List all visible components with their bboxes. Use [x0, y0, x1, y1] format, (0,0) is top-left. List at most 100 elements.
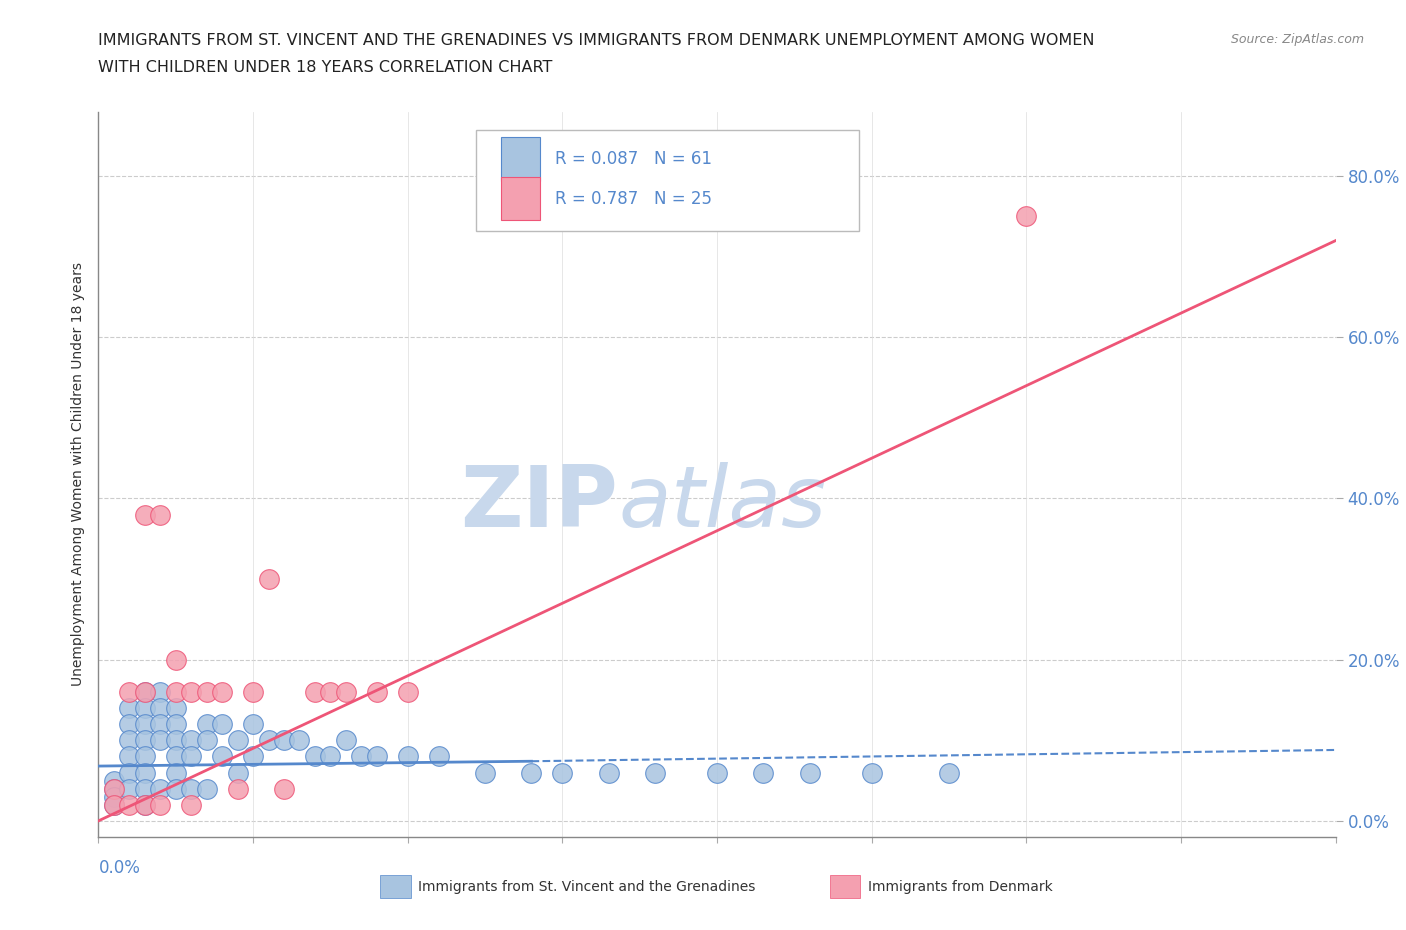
Point	[134, 684, 156, 699]
Point	[103, 797, 125, 812]
Text: atlas: atlas	[619, 462, 827, 545]
Point	[180, 684, 202, 699]
Point	[134, 700, 156, 715]
Point	[165, 765, 187, 780]
Point	[226, 781, 249, 796]
Text: WITH CHILDREN UNDER 18 YEARS CORRELATION CHART: WITH CHILDREN UNDER 18 YEARS CORRELATION…	[98, 60, 553, 75]
Point	[257, 733, 280, 748]
Point	[226, 765, 249, 780]
Point	[118, 733, 141, 748]
Point	[396, 684, 419, 699]
Point	[319, 749, 342, 764]
Text: R = 0.787   N = 25: R = 0.787 N = 25	[555, 190, 711, 207]
Text: Immigrants from Denmark: Immigrants from Denmark	[868, 880, 1052, 895]
Point	[335, 684, 357, 699]
Point	[149, 717, 172, 732]
Point	[520, 765, 543, 780]
Point	[118, 765, 141, 780]
Point	[211, 717, 233, 732]
Point	[165, 733, 187, 748]
Point	[134, 733, 156, 748]
FancyBboxPatch shape	[475, 130, 859, 232]
Point	[242, 717, 264, 732]
Point	[134, 749, 156, 764]
Point	[366, 749, 388, 764]
Point	[242, 749, 264, 764]
Point	[598, 765, 620, 780]
Point	[103, 790, 125, 804]
Point	[799, 765, 821, 780]
Point	[180, 733, 202, 748]
Point	[180, 749, 202, 764]
Point	[211, 684, 233, 699]
Point	[195, 684, 218, 699]
Point	[273, 733, 295, 748]
Point	[134, 684, 156, 699]
Point	[350, 749, 373, 764]
Point	[118, 749, 141, 764]
FancyBboxPatch shape	[501, 137, 540, 180]
Point	[149, 507, 172, 522]
Text: R = 0.087   N = 61: R = 0.087 N = 61	[555, 150, 711, 167]
Point	[165, 652, 187, 667]
Point	[165, 684, 187, 699]
Point	[118, 781, 141, 796]
Point	[134, 717, 156, 732]
Point	[149, 700, 172, 715]
Point	[195, 733, 218, 748]
Y-axis label: Unemployment Among Women with Children Under 18 years: Unemployment Among Women with Children U…	[70, 262, 84, 686]
Point	[149, 733, 172, 748]
Point	[195, 717, 218, 732]
Point	[273, 781, 295, 796]
Point	[118, 717, 141, 732]
Point	[304, 684, 326, 699]
FancyBboxPatch shape	[501, 177, 540, 220]
Point	[134, 797, 156, 812]
Point	[938, 765, 960, 780]
Point	[211, 749, 233, 764]
Point	[134, 797, 156, 812]
Point	[366, 684, 388, 699]
Point	[706, 765, 728, 780]
Point	[427, 749, 450, 764]
Text: 0.0%: 0.0%	[98, 858, 141, 877]
Text: IMMIGRANTS FROM ST. VINCENT AND THE GRENADINES VS IMMIGRANTS FROM DENMARK UNEMPL: IMMIGRANTS FROM ST. VINCENT AND THE GREN…	[98, 33, 1095, 47]
Point	[103, 781, 125, 796]
Point	[551, 765, 574, 780]
Point	[644, 765, 666, 780]
Point	[257, 572, 280, 587]
Point	[752, 765, 775, 780]
Point	[103, 781, 125, 796]
Text: Immigrants from St. Vincent and the Grenadines: Immigrants from St. Vincent and the Gren…	[418, 880, 755, 895]
Point	[103, 797, 125, 812]
Point	[396, 749, 419, 764]
Point	[304, 749, 326, 764]
Point	[226, 733, 249, 748]
Point	[335, 733, 357, 748]
Text: ZIP: ZIP	[460, 462, 619, 545]
Point	[165, 749, 187, 764]
Point	[118, 797, 141, 812]
Point	[1015, 209, 1038, 224]
Point	[149, 684, 172, 699]
Point	[118, 684, 141, 699]
Point	[103, 773, 125, 788]
Point	[180, 781, 202, 796]
Point	[860, 765, 883, 780]
Point	[118, 700, 141, 715]
Point	[134, 781, 156, 796]
Point	[149, 797, 172, 812]
Point	[288, 733, 311, 748]
Point	[165, 781, 187, 796]
Point	[195, 781, 218, 796]
Point	[165, 717, 187, 732]
Point	[180, 797, 202, 812]
Point	[134, 507, 156, 522]
Point	[242, 684, 264, 699]
Point	[165, 700, 187, 715]
Text: Source: ZipAtlas.com: Source: ZipAtlas.com	[1230, 33, 1364, 46]
Point	[474, 765, 496, 780]
Point	[134, 765, 156, 780]
Point	[319, 684, 342, 699]
Point	[149, 781, 172, 796]
